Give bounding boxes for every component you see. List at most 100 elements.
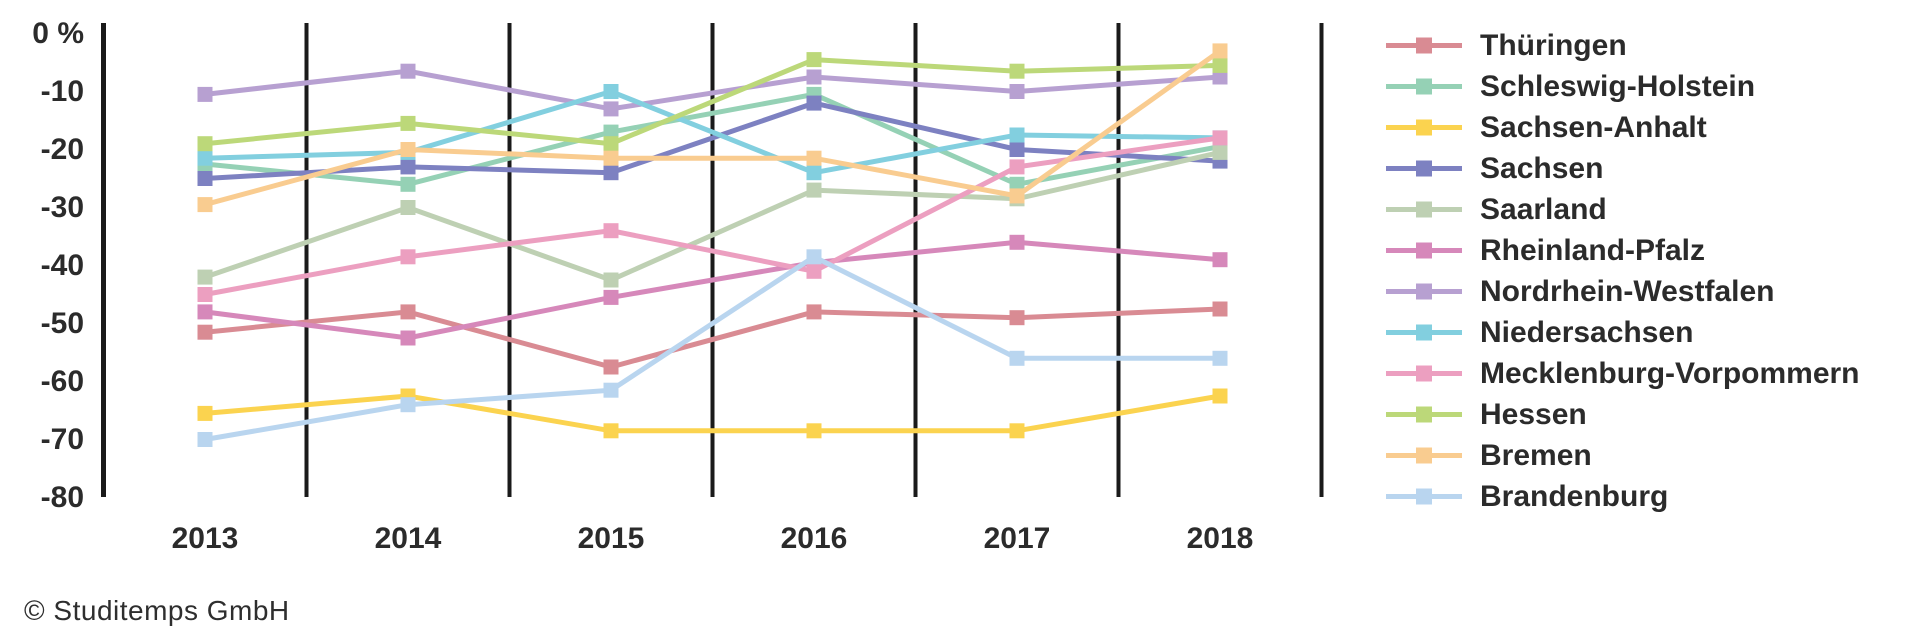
legend-label-nordrhein-westfalen: Nordrhein-Westfalen <box>1480 275 1774 308</box>
series-line-hessen <box>204 57 1221 147</box>
series-line-schleswig-holstein <box>204 91 1221 187</box>
data-point-marker-niedersachsen <box>1009 127 1025 143</box>
data-point-marker-sachsen-anhalt <box>1009 423 1025 439</box>
legend-swatch-square-bremen <box>1416 447 1432 464</box>
data-point-marker-rheinland-pfalz <box>1212 252 1228 268</box>
legend-label-mecklenburg-vorpommern: Mecklenburg-Vorpommern <box>1480 357 1860 390</box>
data-point-marker-hessen <box>806 52 822 68</box>
data-point-marker-brandenburg <box>400 397 416 413</box>
y-tick-label: -50 <box>41 307 84 340</box>
data-point-marker-nordrhein-westfalen <box>197 86 213 102</box>
data-point-marker-nordrhein-westfalen <box>1212 69 1228 85</box>
legend-swatch-square-brandenburg <box>1416 488 1432 505</box>
legend-swatch-square-rheinland-pfalz <box>1416 242 1432 259</box>
legend-swatch-square-nordrhein-westfalen <box>1416 283 1432 300</box>
legend-swatch-square-sachsen-anhalt <box>1416 119 1432 136</box>
series-line-bremen <box>204 48 1222 208</box>
data-point-marker-mecklenburg-vorpommern <box>197 287 213 302</box>
y-tick-label: -60 <box>41 365 84 398</box>
data-point-marker-mecklenburg-vorpommern <box>1212 130 1228 146</box>
legend-label-schleswig-holstein: Schleswig-Holstein <box>1480 70 1755 103</box>
data-point-marker-sachsen <box>197 171 213 186</box>
legend-label-brandenburg: Brandenburg <box>1480 480 1668 513</box>
series-line-mecklenburg-vorpommern <box>204 135 1221 297</box>
data-point-marker-brandenburg <box>1212 350 1228 366</box>
data-point-marker-rheinland-pfalz <box>197 304 213 320</box>
legend-swatch-square-sachsen <box>1416 160 1432 177</box>
data-point-marker-bremen <box>400 142 416 157</box>
data-point-marker-th-ringen <box>806 304 822 320</box>
legend-swatch-square-mecklenburg-vorpommern <box>1416 365 1432 382</box>
data-point-marker-saarland <box>197 269 213 285</box>
data-point-marker-rheinland-pfalz <box>400 330 416 346</box>
data-point-marker-sachsen <box>806 95 822 111</box>
data-point-marker-brandenburg <box>603 382 619 398</box>
legend-label-hessen: Hessen <box>1480 398 1587 431</box>
data-point-marker-schleswig-holstein <box>1009 176 1025 192</box>
data-point-marker-brandenburg <box>197 432 213 447</box>
data-point-marker-sachsen-anhalt <box>806 423 822 439</box>
x-tick-label: 2016 <box>781 522 848 555</box>
data-point-marker-th-ringen <box>603 359 619 375</box>
data-point-marker-saarland <box>400 200 416 215</box>
y-tick-label: -10 <box>41 75 84 108</box>
series-line-brandenburg <box>204 253 1220 442</box>
x-tick-label: 2013 <box>172 522 239 555</box>
legend-label-sachsen-anhalt: Sachsen-Anhalt <box>1480 111 1707 144</box>
data-point-marker-bremen <box>603 150 619 166</box>
data-point-marker-mecklenburg-vorpommern <box>400 249 416 265</box>
data-point-marker-niedersachsen <box>197 150 213 166</box>
legend-swatch-square-saarland <box>1416 201 1432 218</box>
copyright-text: © Studitemps GmbH <box>24 595 290 626</box>
legend-label-niedersachsen: Niedersachsen <box>1480 316 1693 349</box>
data-point-marker-nordrhein-westfalen <box>400 63 416 79</box>
series-line-sachsen <box>204 100 1221 181</box>
legend-swatch-square-hessen <box>1416 406 1432 423</box>
data-point-marker-bremen <box>1009 188 1025 204</box>
x-tick-label: 2017 <box>984 522 1051 555</box>
series-line-rheinland-pfalz <box>204 239 1221 341</box>
data-point-marker-hessen <box>1009 63 1025 79</box>
x-tick-label: 2014 <box>375 522 442 555</box>
data-point-marker-schleswig-holstein <box>400 176 416 192</box>
legend-label-rheinland-pfalz: Rheinland-Pfalz <box>1480 234 1705 267</box>
series-line-th-ringen <box>204 306 1221 370</box>
data-point-marker-bremen <box>806 150 822 166</box>
data-point-marker-sachsen-anhalt <box>603 423 619 439</box>
legend-label-saarland: Saarland <box>1480 193 1607 226</box>
data-point-marker-th-ringen <box>1009 310 1025 326</box>
y-tick-label: -70 <box>41 423 84 456</box>
data-point-marker-sachsen <box>1009 142 1025 157</box>
data-point-marker-hessen <box>1212 57 1228 73</box>
x-tick-label: 2015 <box>578 522 645 555</box>
legend-swatch-square-schleswig-holstein <box>1416 78 1432 95</box>
data-point-marker-rheinland-pfalz <box>603 289 619 305</box>
data-point-marker-hessen <box>400 115 416 131</box>
legend-swatch-square-th-ringen <box>1416 37 1432 54</box>
data-point-marker-nordrhein-westfalen <box>1009 84 1025 99</box>
data-point-marker-th-ringen <box>400 304 416 320</box>
data-point-marker-sachsen <box>400 159 416 175</box>
y-tick-label: -20 <box>41 133 84 166</box>
legend-label-bremen: Bremen <box>1480 439 1592 472</box>
data-point-marker-bremen <box>1212 43 1228 59</box>
data-point-marker-nordrhein-westfalen <box>603 101 619 117</box>
data-point-marker-sachsen <box>603 165 619 181</box>
y-tick-label: 0 % <box>32 17 84 50</box>
data-point-marker-saarland <box>1212 144 1228 160</box>
data-point-marker-hessen <box>197 136 213 152</box>
data-point-marker-brandenburg <box>1009 350 1025 366</box>
data-point-marker-brandenburg <box>806 249 822 265</box>
data-point-marker-nordrhein-westfalen <box>806 69 822 85</box>
series-line-sachsen-anhalt <box>204 393 1221 434</box>
data-point-marker-sachsen-anhalt <box>1212 388 1228 404</box>
data-point-marker-hessen <box>603 136 619 152</box>
data-point-marker-saarland <box>603 272 619 288</box>
data-point-marker-saarland <box>806 182 822 198</box>
data-point-marker-rheinland-pfalz <box>1009 234 1025 250</box>
data-point-marker-niedersachsen <box>603 84 619 99</box>
data-point-marker-th-ringen <box>1212 301 1228 317</box>
data-point-marker-mecklenburg-vorpommern <box>806 263 822 279</box>
